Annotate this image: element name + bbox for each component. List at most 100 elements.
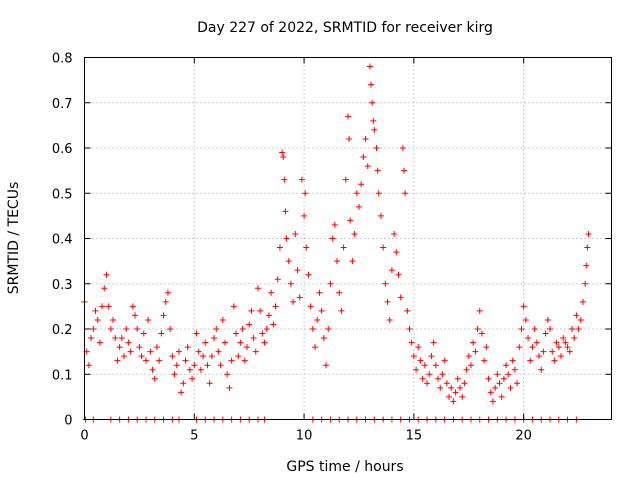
data-point <box>417 357 424 364</box>
data-point <box>340 244 347 251</box>
data-point <box>509 357 516 364</box>
data-point <box>573 312 580 319</box>
data-point <box>254 285 261 292</box>
y-axis-label: SRMTID / TECUs <box>6 182 22 295</box>
data-point <box>103 271 110 278</box>
data-point <box>364 163 371 170</box>
grid-lines <box>84 57 612 420</box>
data-point <box>371 126 378 133</box>
data-point <box>305 271 312 278</box>
data-point <box>362 135 369 142</box>
y-tick-label: 0 <box>64 414 72 429</box>
data-point <box>459 393 466 400</box>
data-point <box>564 344 571 351</box>
data-point <box>452 389 459 396</box>
data-point <box>147 348 154 355</box>
data-point <box>274 276 281 283</box>
data-point <box>467 362 474 369</box>
data-point <box>112 335 119 342</box>
data-point <box>303 244 310 251</box>
data-point <box>323 362 330 369</box>
data-point <box>370 117 377 124</box>
data-point <box>443 380 450 387</box>
data-point <box>424 380 431 387</box>
data-point <box>525 335 532 342</box>
data-point <box>374 167 381 174</box>
data-point <box>397 294 404 301</box>
data-point <box>268 289 275 296</box>
data-points <box>81 63 592 423</box>
data-point <box>395 271 402 278</box>
data-point <box>579 298 586 305</box>
data-point <box>116 344 123 351</box>
data-point <box>226 384 233 391</box>
data-point <box>145 316 152 323</box>
data-point <box>90 326 97 332</box>
data-point <box>358 181 365 188</box>
data-point <box>456 384 463 391</box>
data-point <box>316 289 323 296</box>
data-point <box>233 330 240 337</box>
y-tick-label: 0.7 <box>52 97 73 112</box>
data-point <box>331 221 338 228</box>
data-point <box>369 99 376 106</box>
data-point <box>441 357 448 364</box>
data-point <box>320 335 327 342</box>
data-point <box>167 326 174 332</box>
data-point <box>557 353 564 360</box>
data-point <box>571 335 578 342</box>
data-point <box>222 339 229 346</box>
data-point <box>312 344 319 351</box>
data-point <box>360 154 367 161</box>
data-point <box>382 280 389 287</box>
data-point <box>237 339 244 346</box>
data-point <box>400 167 407 174</box>
data-point <box>485 375 492 382</box>
data-point <box>529 344 536 351</box>
data-point <box>327 280 334 287</box>
data-point <box>496 380 503 387</box>
data-point <box>175 348 182 355</box>
data-point <box>138 353 145 360</box>
chart-title: Day 227 of 2022, SRMTID for receiver kir… <box>197 20 493 36</box>
data-point <box>386 316 393 323</box>
x-tick-labels: 0 5 10 15 20 <box>80 429 532 444</box>
data-point <box>88 335 95 342</box>
data-point <box>338 307 345 314</box>
data-point <box>282 208 289 215</box>
data-point <box>481 357 488 364</box>
data-point <box>217 362 224 369</box>
data-point <box>125 339 132 346</box>
data-point <box>156 357 163 364</box>
data-point <box>446 393 453 400</box>
data-point <box>549 348 556 355</box>
data-point <box>336 289 343 296</box>
data-point <box>215 348 222 355</box>
data-point <box>228 357 235 364</box>
data-point <box>158 330 165 337</box>
data-point <box>533 339 540 346</box>
data-point <box>318 307 325 314</box>
data-point <box>259 330 266 337</box>
data-point <box>162 298 169 305</box>
data-point <box>132 312 139 319</box>
data-point <box>250 335 257 342</box>
y-tick-label: 0.5 <box>52 187 73 202</box>
data-point <box>353 190 360 197</box>
y-tick-label: 0.3 <box>52 278 73 293</box>
data-point <box>96 339 103 346</box>
data-point <box>428 353 435 360</box>
data-point <box>197 366 204 373</box>
data-point <box>566 348 573 355</box>
data-point <box>272 303 279 310</box>
data-point <box>171 371 178 378</box>
data-point <box>474 326 481 332</box>
data-point <box>224 371 231 378</box>
axis-ticks <box>84 57 612 420</box>
data-point <box>454 375 461 382</box>
data-point <box>520 303 527 310</box>
data-point <box>461 380 468 387</box>
data-point <box>314 316 321 323</box>
data-point <box>191 362 198 369</box>
